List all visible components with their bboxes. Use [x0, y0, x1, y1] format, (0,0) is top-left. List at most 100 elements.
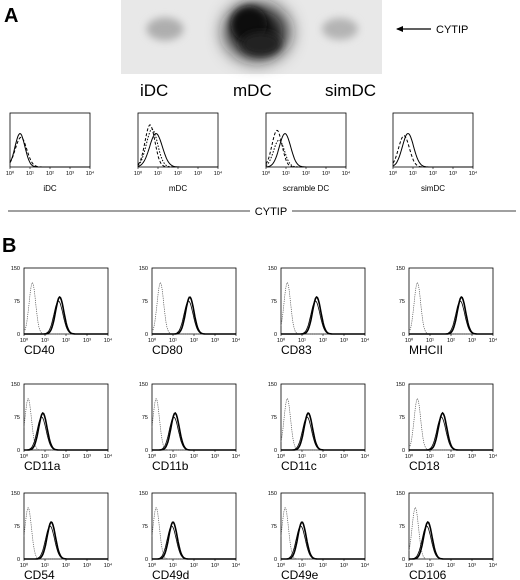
marker-label: CD106 [409, 568, 447, 580]
stain-curve-thick [152, 412, 236, 451]
western-blot [121, 0, 382, 74]
x-tick-label: 10⁰ [148, 453, 157, 460]
x-tick-label: 10² [447, 454, 455, 460]
x-tick-label: 10⁴ [361, 337, 370, 344]
lane-label-idc: iDC [140, 81, 168, 100]
y-tick-label: 75 [271, 299, 277, 305]
x-tick-label: 10⁰ [6, 170, 15, 177]
y-tick-label: 150 [396, 266, 405, 272]
panel-a-letter: A [4, 5, 18, 27]
y-tick-label: 75 [14, 299, 20, 305]
x-tick-label: 10¹ [298, 563, 306, 569]
isotype-curve [151, 398, 236, 451]
marker-label: CD40 [24, 343, 55, 357]
x-tick-label: 10⁴ [342, 170, 351, 177]
y-tick-label: 150 [11, 491, 20, 497]
y-tick-label: 150 [139, 491, 148, 497]
isotype-curve [408, 397, 493, 451]
stain-curve-thick [152, 521, 236, 560]
x-tick-label: 10² [46, 171, 54, 177]
x-tick-label: 10⁴ [361, 562, 370, 569]
histogram-curve [137, 128, 218, 168]
y-tick-label: 150 [396, 382, 405, 388]
histogram-label: iDC [43, 184, 57, 193]
histogram-frame [151, 267, 237, 335]
y-tick-label: 150 [139, 382, 148, 388]
x-tick-label: 10² [447, 338, 455, 344]
x-tick-label: 10¹ [41, 563, 49, 569]
marker-label: CD54 [24, 568, 55, 580]
x-tick-label: 10¹ [426, 454, 434, 460]
y-tick-label: 75 [399, 299, 405, 305]
isotype-curve [408, 281, 493, 335]
marker-label: CD18 [409, 459, 440, 473]
histogram-curve [9, 136, 90, 168]
y-tick-label: 0 [402, 448, 405, 454]
x-tick-label: 10⁴ [489, 453, 498, 460]
lane-label-simdc: simDC [325, 81, 376, 100]
histogram-curve [265, 129, 346, 168]
x-tick-label: 10³ [340, 563, 348, 569]
x-tick-label: 10¹ [409, 171, 417, 177]
histogram-frame [151, 383, 237, 451]
stain-curve-thick [281, 296, 365, 335]
y-tick-label: 150 [11, 266, 20, 272]
x-tick-label: 10¹ [282, 171, 290, 177]
histogram-curve [392, 135, 473, 168]
x-tick-label: 10¹ [154, 171, 162, 177]
y-tick-label: 0 [402, 332, 405, 338]
stain-curve-thin [409, 525, 493, 560]
stain-curve-thick [24, 521, 108, 560]
x-tick-label: 10⁴ [361, 453, 370, 460]
x-tick-label: 10³ [449, 171, 457, 177]
x-tick-label: 10² [447, 563, 455, 569]
x-tick-label: 10⁴ [232, 337, 241, 344]
x-tick-label: 10⁰ [405, 337, 414, 344]
cytip-histogram: 10⁰ 10¹ 10² 10³ 10⁴ scramble DC [262, 112, 351, 193]
x-tick-label: 10⁴ [86, 170, 95, 177]
x-tick-label: 10¹ [41, 454, 49, 460]
y-tick-label: 0 [145, 448, 148, 454]
x-tick-label: 10³ [83, 338, 91, 344]
x-tick-label: 10³ [322, 171, 330, 177]
marker-label: CD11a [24, 459, 61, 473]
x-tick-label: 10³ [83, 563, 91, 569]
x-tick-label: 10³ [83, 454, 91, 460]
cytip-histogram: 10⁰ 10¹ 10² 10³ 10⁴ iDC [6, 112, 95, 193]
lane-label-mdc: mDC [233, 81, 272, 100]
x-tick-label: 10⁰ [148, 337, 157, 344]
x-tick-label: 10² [190, 563, 198, 569]
x-tick-label: 10⁴ [469, 170, 478, 177]
histogram-frame [23, 492, 109, 560]
x-tick-label: 10⁰ [134, 170, 143, 177]
stain-curve-thick [281, 412, 365, 451]
histogram-curve [265, 139, 346, 168]
y-tick-label: 0 [145, 557, 148, 563]
x-tick-label: 10³ [340, 338, 348, 344]
x-tick-label: 10⁰ [389, 170, 398, 177]
x-tick-label: 10² [319, 338, 327, 344]
y-tick-label: 150 [268, 491, 277, 497]
x-tick-label: 10³ [211, 454, 219, 460]
stain-curve-thin [152, 416, 236, 451]
stain-curve-thin [24, 416, 108, 451]
y-tick-label: 150 [11, 382, 20, 388]
x-tick-label: 10⁰ [20, 453, 29, 460]
band-label: CYTIP [436, 24, 468, 36]
histogram-curve [9, 133, 90, 168]
histogram-frame [137, 112, 219, 168]
x-tick-label: 10¹ [41, 338, 49, 344]
x-tick-label: 10² [62, 563, 70, 569]
stain-curve-thin [409, 300, 493, 335]
panel-b-letter: B [2, 235, 16, 257]
histogram-curve [137, 132, 218, 168]
histogram-frame [265, 112, 347, 168]
x-tick-label: 10¹ [169, 454, 177, 460]
